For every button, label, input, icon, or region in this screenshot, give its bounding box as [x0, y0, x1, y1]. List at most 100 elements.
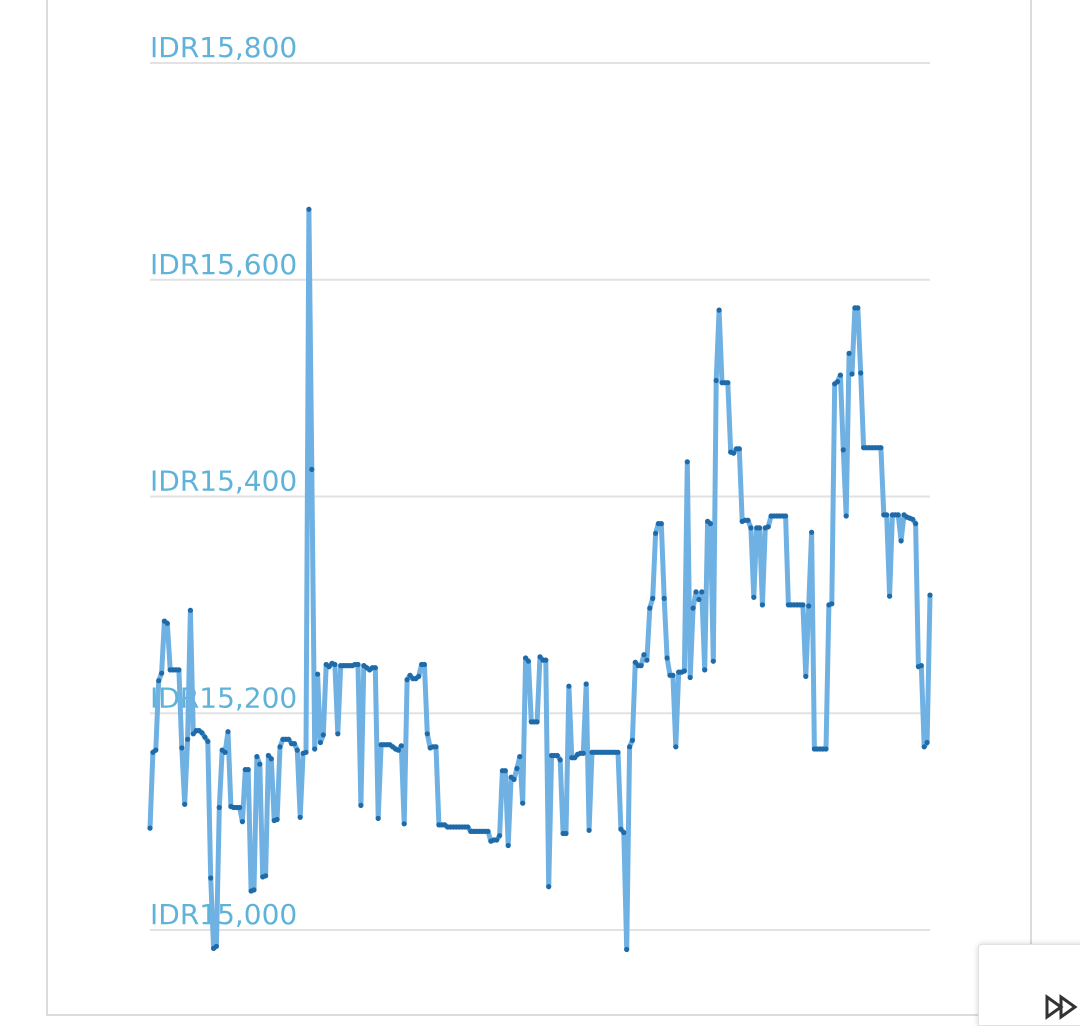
data-point: [921, 744, 927, 750]
data-point: [803, 673, 809, 680]
data-point: [358, 802, 364, 809]
data-point: [736, 446, 742, 452]
data-point: [404, 677, 410, 683]
data-point: [202, 734, 208, 740]
data-point: [375, 815, 381, 822]
data-point: [421, 661, 427, 668]
data-point: [621, 829, 627, 836]
data-point: [684, 459, 690, 465]
data-point: [699, 589, 705, 595]
data-point: [583, 681, 589, 687]
data-point: [268, 756, 274, 762]
data-point: [725, 380, 731, 386]
data-point: [497, 833, 503, 839]
y-tick-label: IDR15,000: [150, 898, 297, 931]
data-point: [395, 747, 401, 753]
data-point: [159, 670, 165, 676]
data-point: [416, 673, 422, 680]
data-point: [182, 801, 188, 807]
data-point: [315, 671, 321, 677]
data-point: [809, 529, 815, 535]
data-point: [208, 875, 214, 881]
data-point: [858, 370, 864, 376]
series-points: [147, 206, 933, 953]
data-point: [277, 744, 283, 750]
data-point: [759, 602, 766, 608]
data-point: [650, 595, 656, 602]
y-tick-label: IDR15,200: [150, 681, 297, 714]
data-point: [179, 745, 185, 751]
fast-forward-button[interactable]: [978, 944, 1080, 1026]
data-point: [164, 620, 170, 626]
data-point: [696, 596, 702, 603]
data-point: [245, 767, 251, 773]
data-point: [237, 804, 243, 811]
data-point: [187, 607, 193, 613]
data-point: [291, 741, 297, 747]
data-point: [317, 739, 323, 746]
data-point: [222, 749, 228, 755]
chart-grid: [150, 62, 930, 931]
data-point: [534, 719, 540, 725]
data-point: [563, 830, 569, 837]
data-point: [644, 657, 650, 663]
data-point: [924, 739, 930, 746]
data-point: [843, 513, 849, 519]
data-point: [398, 743, 404, 749]
data-point: [910, 516, 916, 522]
data-point: [765, 524, 771, 530]
data-point: [566, 683, 572, 689]
data-point: [557, 757, 563, 763]
data-point: [332, 661, 338, 668]
data-point: [286, 736, 292, 742]
data-point: [855, 305, 861, 311]
data-point: [312, 746, 318, 752]
data-point: [913, 521, 919, 527]
data-point: [514, 765, 520, 772]
data-point: [647, 605, 653, 611]
data-point: [355, 661, 361, 668]
data-point: [274, 816, 280, 823]
data-point: [716, 307, 722, 313]
data-point: [335, 731, 341, 737]
y-axis-tick-labels: IDR15,000 IDR15,200 IDR15,400 IDR15,600 IDR1…: [150, 31, 297, 931]
data-point: [239, 819, 245, 825]
data-point: [693, 589, 699, 595]
data-point: [878, 445, 884, 451]
y-tick-label: IDR15,800: [150, 31, 297, 64]
data-point: [887, 593, 893, 599]
data-point: [731, 450, 737, 456]
data-point: [840, 447, 846, 453]
data-point: [297, 814, 303, 820]
data-point: [895, 512, 901, 518]
data-point: [147, 825, 153, 831]
data-point: [303, 749, 309, 755]
data-point: [702, 667, 708, 673]
data-point: [580, 750, 586, 756]
data-point: [433, 744, 439, 750]
data-point: [835, 379, 841, 385]
data-point: [525, 658, 532, 664]
data-point: [629, 737, 636, 743]
data-point: [918, 663, 924, 669]
data-point: [898, 538, 904, 544]
data-point: [673, 744, 679, 750]
data-point: [624, 946, 630, 953]
data-point: [502, 768, 508, 774]
data-point: [199, 730, 205, 736]
data-point: [306, 206, 312, 212]
data-point: [653, 530, 659, 536]
data-point: [800, 602, 806, 608]
data-point: [829, 601, 835, 607]
data-point: [254, 754, 260, 760]
data-point: [690, 605, 696, 611]
y-tick-label: IDR15,600: [150, 248, 297, 281]
series-line: [147, 206, 933, 952]
data-point: [713, 377, 719, 384]
data-point: [661, 595, 667, 602]
data-point: [225, 729, 231, 735]
data-point: [586, 827, 592, 833]
data-point: [205, 738, 211, 745]
data-point: [216, 804, 222, 811]
data-point: [641, 652, 647, 658]
